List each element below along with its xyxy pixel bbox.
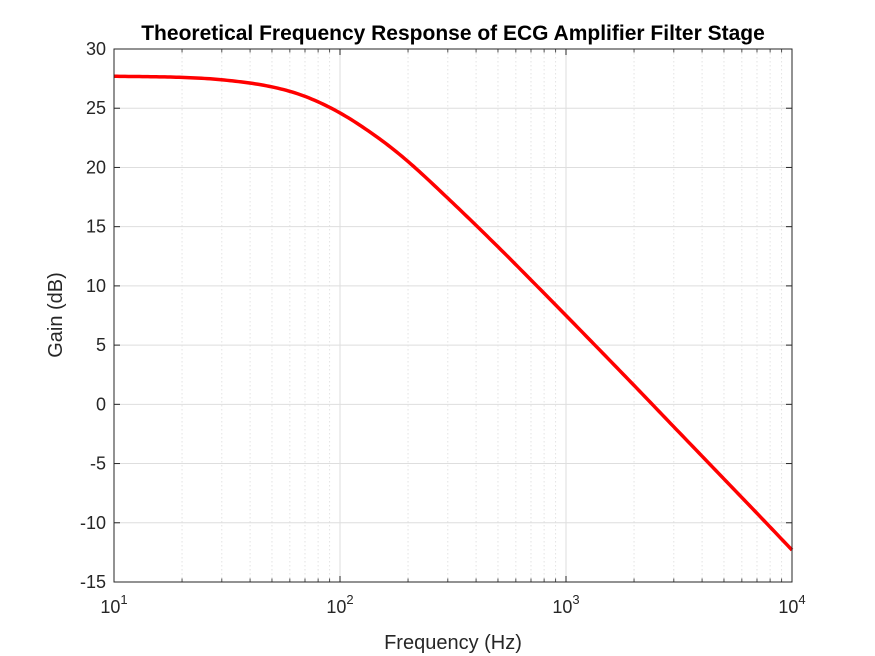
y-tick-label: -5 xyxy=(90,454,106,474)
x-tick-exponent: 2 xyxy=(346,592,353,607)
chart-title: Theoretical Frequency Response of ECG Am… xyxy=(141,22,765,45)
series-layer xyxy=(113,74,794,552)
y-tick-label: 0 xyxy=(96,394,106,414)
x-tick-label: 103 xyxy=(552,592,579,617)
x-tick-label: 101 xyxy=(100,592,127,617)
y-tick-label: 25 xyxy=(86,98,106,118)
x-tick-exponent: 4 xyxy=(798,592,805,607)
x-tick-base: 10 xyxy=(552,597,572,617)
x-tick-exponent: 3 xyxy=(572,592,579,607)
y-axis-label: Gain (dB) xyxy=(45,272,67,358)
x-axis-label: Frequency (Hz) xyxy=(384,632,522,654)
x-tick-base: 10 xyxy=(326,597,346,617)
x-tick-base: 10 xyxy=(100,597,120,617)
y-tick-label: 15 xyxy=(86,217,106,237)
x-tick-exponent: 1 xyxy=(120,592,127,607)
x-tick-labels: 101 102 103 104 xyxy=(100,592,805,617)
y-tick-labels: -15 -10 -5 0 5 10 15 20 25 30 xyxy=(80,39,106,592)
y-tick-label: 10 xyxy=(86,276,106,296)
y-tick-label: 20 xyxy=(86,157,106,177)
y-tick-label: 5 xyxy=(96,335,106,355)
gain-curve xyxy=(113,74,794,552)
x-tick-label: 104 xyxy=(778,592,805,617)
y-tick-label: -10 xyxy=(80,513,106,533)
axis-ticks xyxy=(113,48,793,583)
y-tick-label: 30 xyxy=(86,39,106,59)
x-tick-base: 10 xyxy=(778,597,798,617)
x-tick-label: 102 xyxy=(326,592,353,617)
y-tick-label: -15 xyxy=(80,572,106,592)
plot-area xyxy=(114,49,792,582)
plot-frame xyxy=(113,48,793,583)
